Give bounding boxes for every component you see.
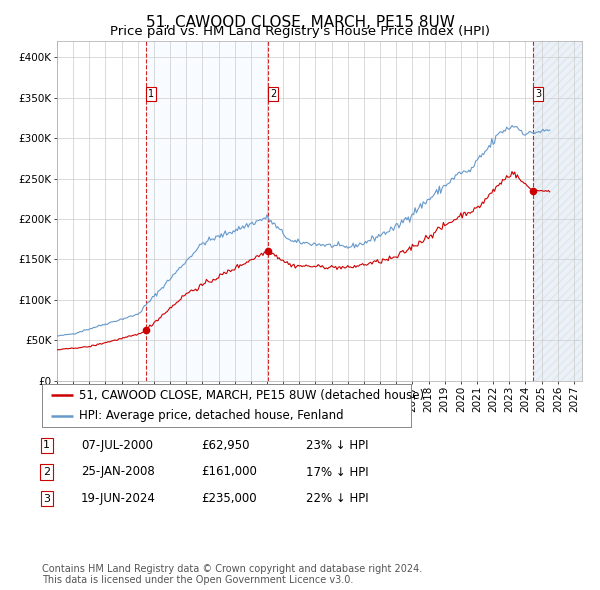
Text: 2: 2 [270, 89, 277, 99]
Text: £62,950: £62,950 [201, 439, 250, 452]
Text: 3: 3 [535, 89, 541, 99]
Text: 51, CAWOOD CLOSE, MARCH, PE15 8UW (detached house): 51, CAWOOD CLOSE, MARCH, PE15 8UW (detac… [79, 389, 424, 402]
Text: 2: 2 [43, 467, 50, 477]
Text: £235,000: £235,000 [201, 492, 257, 505]
Text: £161,000: £161,000 [201, 466, 257, 478]
Text: 51, CAWOOD CLOSE, MARCH, PE15 8UW: 51, CAWOOD CLOSE, MARCH, PE15 8UW [146, 15, 454, 30]
Text: Contains HM Land Registry data © Crown copyright and database right 2024.
This d: Contains HM Land Registry data © Crown c… [42, 563, 422, 585]
Text: HPI: Average price, detached house, Fenland: HPI: Average price, detached house, Fenl… [79, 409, 344, 422]
Text: 07-JUL-2000: 07-JUL-2000 [81, 439, 153, 452]
Text: Price paid vs. HM Land Registry's House Price Index (HPI): Price paid vs. HM Land Registry's House … [110, 25, 490, 38]
Bar [533, 41, 582, 381]
Text: 17% ↓ HPI: 17% ↓ HPI [306, 466, 368, 478]
Text: 25-JAN-2008: 25-JAN-2008 [81, 466, 155, 478]
Text: 22% ↓ HPI: 22% ↓ HPI [306, 492, 368, 505]
Text: 1: 1 [148, 89, 154, 99]
Text: 3: 3 [43, 494, 50, 503]
Text: 23% ↓ HPI: 23% ↓ HPI [306, 439, 368, 452]
Text: 19-JUN-2024: 19-JUN-2024 [81, 492, 156, 505]
Bar [146, 41, 268, 381]
Text: 1: 1 [43, 441, 50, 450]
